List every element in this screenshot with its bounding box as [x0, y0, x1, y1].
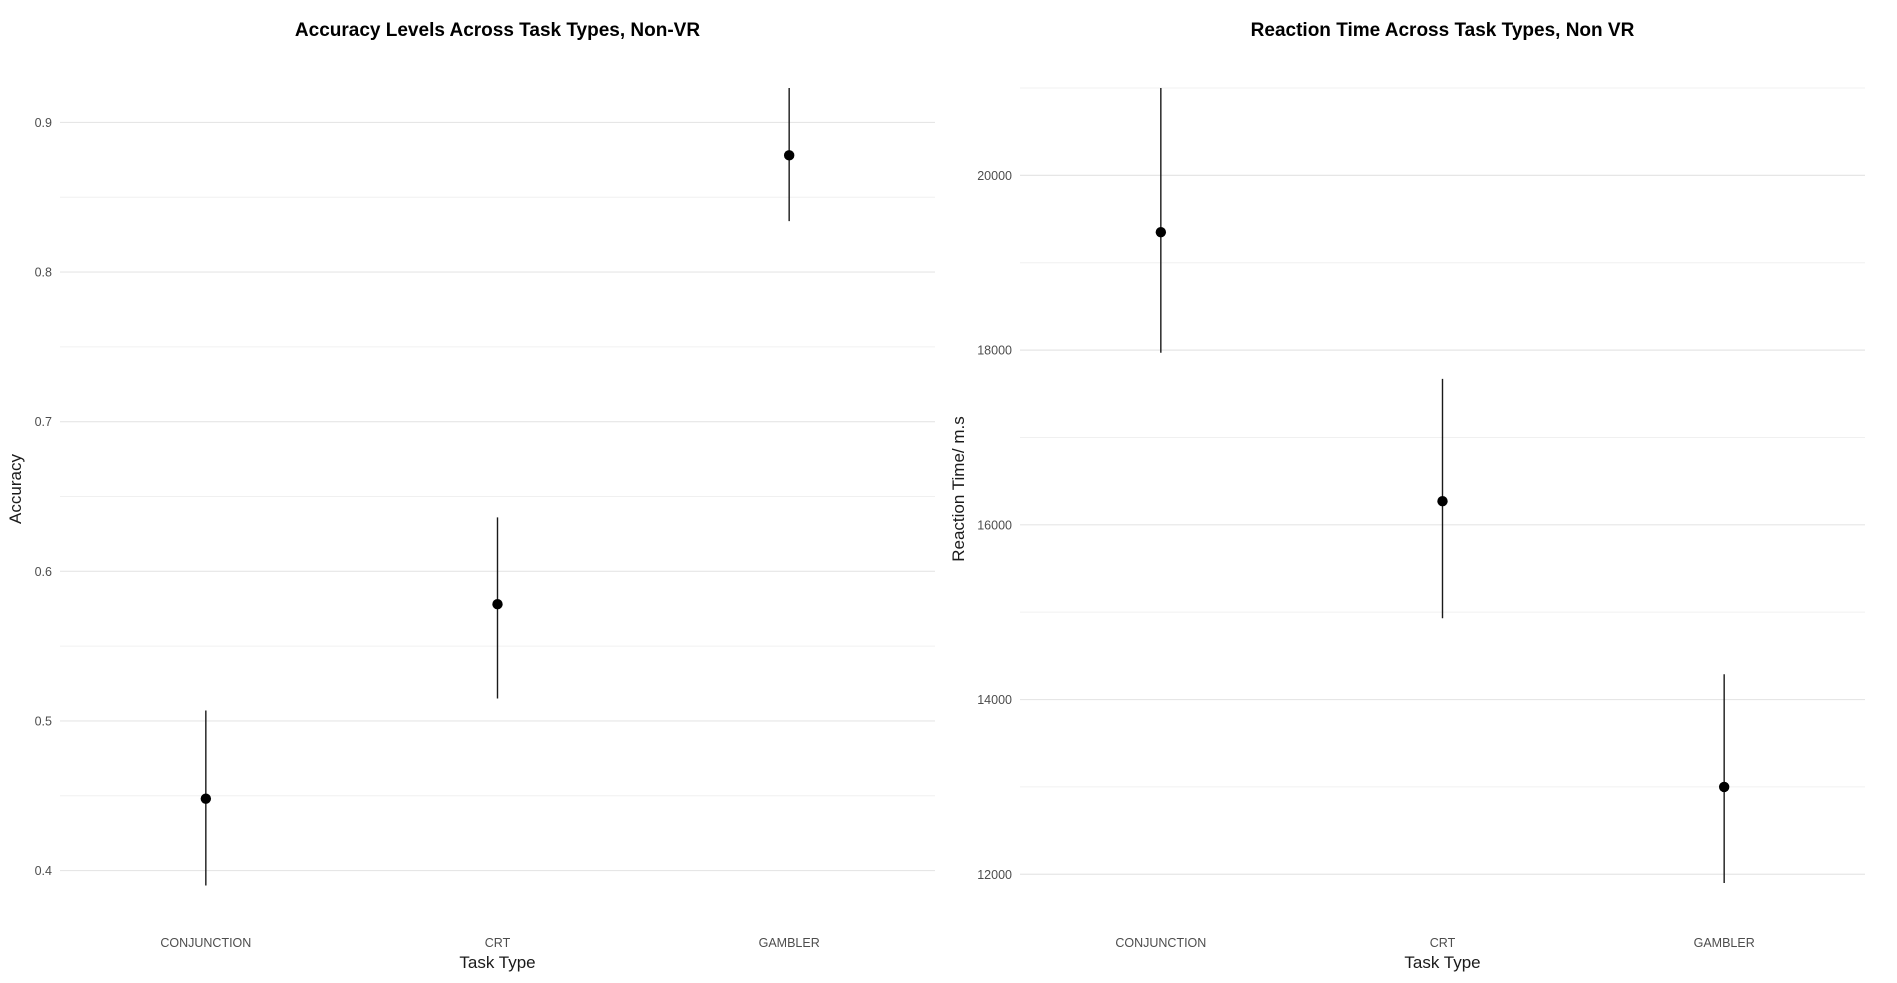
chart-panel-1: 0.4 0.5 0.6 0.7 0.8 0.9 CONJUNCTION CRT GAMBLER A…	[6, 20, 935, 972]
x-tick-label: GAMBLER	[1694, 936, 1755, 950]
x-tick-label: CRT	[1430, 936, 1456, 950]
y-axis-title: Reaction Time/ m.s	[949, 416, 968, 562]
x-axis-title: Task Type	[459, 953, 535, 972]
data-point-conjunction	[1155, 226, 1167, 238]
data-point-gambler	[783, 150, 795, 161]
x-tick-label: CRT	[485, 936, 511, 950]
data-point-conjunction	[200, 793, 212, 804]
y-tick-label: 12000	[977, 868, 1012, 882]
x-axis-title: Task Type	[1404, 953, 1480, 972]
y-tick-label: 0.4	[35, 864, 52, 878]
y-tick-label: 14000	[977, 693, 1012, 707]
data-point-gambler	[1718, 781, 1730, 793]
chart-title: Accuracy Levels Across Task Types, Non-V…	[295, 20, 700, 41]
y-tick-label: 0.9	[35, 116, 52, 130]
data-point-crt	[492, 599, 503, 610]
y-tick-label: 0.5	[35, 714, 52, 728]
data-point-crt	[1437, 496, 1448, 507]
y-axis-title: Accuracy	[6, 454, 25, 524]
y-tick-label: 0.7	[35, 415, 52, 429]
chart-title: Reaction Time Across Task Types, Non VR	[1251, 20, 1635, 41]
x-tick-label: CONJUNCTION	[1115, 936, 1206, 950]
chart-panel-2: 12000 14000 16000 18000 20000 CONJUNCTION CRT G…	[949, 20, 1865, 972]
y-tick-label: 20000	[977, 169, 1012, 183]
x-tick-label: GAMBLER	[759, 936, 820, 950]
y-tick-label: 18000	[977, 344, 1012, 358]
x-tick-label: CONJUNCTION	[160, 936, 251, 950]
y-tick-label: 0.6	[35, 565, 52, 579]
y-tick-label: 16000	[977, 518, 1012, 532]
y-tick-label: 0.8	[35, 266, 52, 280]
